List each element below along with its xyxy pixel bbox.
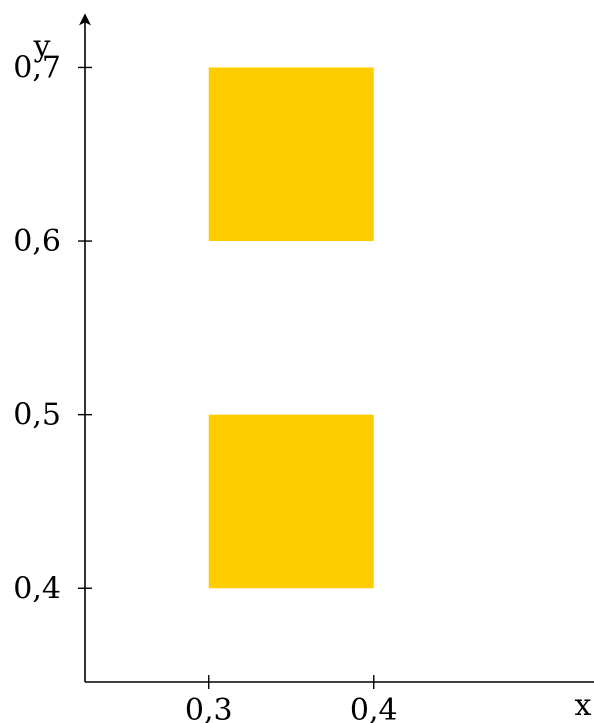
y-tick-label-3: 0,6 [13, 224, 61, 259]
axes-layer [79, 13, 594, 683]
cell-1 [208, 67, 374, 242]
y-tick-label-2: 0,5 [13, 398, 61, 433]
x-axis-label: x [575, 688, 592, 723]
y-axis-label: y [33, 29, 51, 64]
x-tick-label-1: 0,3 [185, 693, 233, 723]
ticks-layer: 0,3 0,4 0,4 0,5 0,6 0,7 [13, 50, 397, 723]
cells-layer [208, 67, 374, 589]
y-tick-label-4: 0,7 [13, 50, 61, 85]
cell-2 [208, 414, 374, 589]
x-tick-label-2: 0,4 [350, 693, 398, 723]
y-tick-label-1: 0,4 [13, 571, 61, 606]
